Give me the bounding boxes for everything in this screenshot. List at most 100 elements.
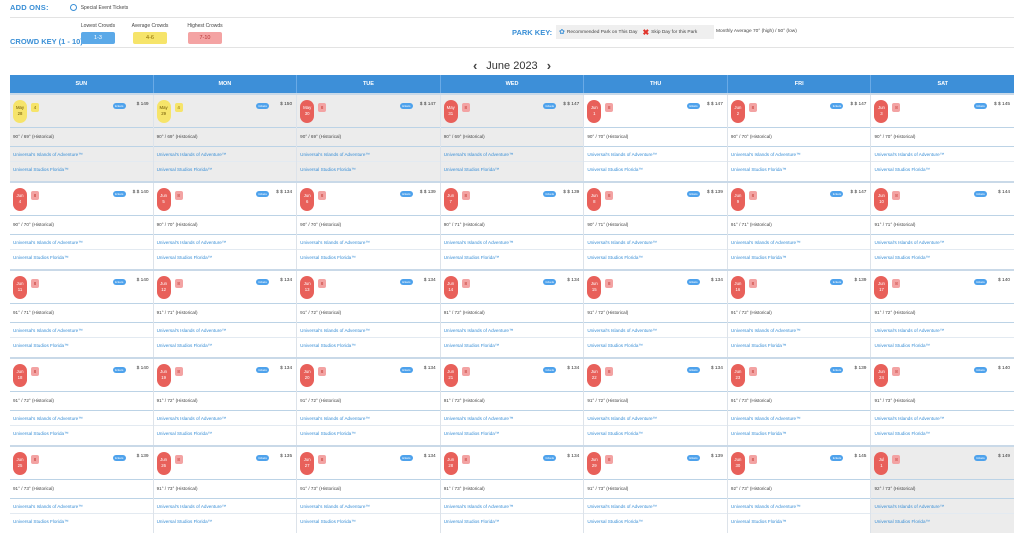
ticket-icon[interactable]: tickets (112, 279, 126, 285)
calendar-day[interactable]: Jun 14 8 tickets $ 134 91° / 72° (Historical)… (440, 271, 585, 357)
calendar-day[interactable]: May 28 4 tickets $ 149 90° / 69° (Historical)… (10, 95, 154, 181)
park-link-studios[interactable]: Universal Studios Florida™ (300, 519, 356, 524)
park-link-islands[interactable]: Universal's Islands of Adventure™ (153, 411, 297, 426)
park-link-islands[interactable]: Universal's Islands of Adventure™ (297, 499, 440, 514)
park-link-studios[interactable]: Universal Studios Florida™ (874, 343, 931, 348)
ticket-icon[interactable]: tickets (256, 191, 270, 197)
ticket-icon[interactable]: tickets (830, 279, 844, 285)
park-link-islands[interactable]: Universal's Islands of Adventure™ (153, 147, 297, 162)
park-link-islands[interactable]: Universal's Islands of Adventure™ (440, 411, 584, 426)
calendar-day[interactable]: Jun 22 8 tickets $ 134 91° / 72° (Historical)… (584, 359, 728, 445)
ticket-icon[interactable]: tickets (830, 367, 844, 373)
park-link-islands[interactable]: Universal's Islands of Adventure™ (727, 499, 871, 514)
park-link-studios[interactable]: Universal Studios Florida™ (156, 255, 213, 260)
park-link-studios[interactable]: Universal Studios Florida™ (300, 167, 356, 172)
park-link-islands[interactable]: Universal's Islands of Adventure™ (727, 147, 871, 162)
park-link-studios[interactable]: Universal Studios Florida™ (587, 431, 643, 436)
ticket-icon[interactable]: tickets (830, 191, 844, 197)
next-month-button[interactable]: › (546, 58, 552, 73)
ticket-icon[interactable]: tickets (112, 455, 126, 461)
calendar-day[interactable]: Jun 23 8 tickets $ 139 91° / 73° (Historical)… (727, 359, 872, 445)
ticket-icon[interactable]: tickets (974, 103, 988, 109)
park-link-islands[interactable]: Universal's Islands of Adventure™ (10, 499, 153, 514)
park-link-islands[interactable]: Universal's Islands of Adventure™ (440, 147, 584, 162)
ticket-icon[interactable]: tickets (256, 455, 270, 461)
calendar-day[interactable]: Jun 9 8 tickets $ $ 147 91° / 71° (Historical… (727, 183, 872, 269)
park-link-studios[interactable]: Universal Studios Florida™ (156, 519, 213, 524)
ticket-icon[interactable]: tickets (830, 455, 844, 461)
park-link-studios[interactable]: Universal Studios Florida™ (730, 255, 787, 260)
park-link-islands[interactable]: Universal's Islands of Adventure™ (440, 499, 584, 514)
park-link-islands[interactable]: Universal's Islands of Adventure™ (153, 323, 297, 338)
ticket-icon[interactable]: tickets (256, 279, 270, 285)
park-link-studios[interactable]: Universal Studios Florida™ (730, 519, 787, 524)
special-event-tickets-label[interactable]: Special Event Tickets (80, 4, 129, 11)
park-link-islands[interactable]: Universal's Islands of Adventure™ (584, 235, 727, 250)
park-link-studios[interactable]: Universal Studios Florida™ (300, 255, 356, 260)
calendar-day[interactable]: Jun 8 8 tickets $ $ 139 90° / 71° (Historical… (584, 183, 728, 269)
park-link-studios[interactable]: Universal Studios Florida™ (874, 255, 931, 260)
calendar-day[interactable]: Jun 21 8 tickets $ 134 91° / 72° (Historical)… (440, 359, 585, 445)
calendar-day[interactable]: May 29 4 tickets $ 150 90° / 69° (Historical)… (153, 95, 298, 181)
park-link-studios[interactable]: Universal Studios Florida™ (13, 255, 69, 260)
park-link-studios[interactable]: Universal Studios Florida™ (156, 431, 213, 436)
calendar-day[interactable]: Jun 4 8 tickets $ $ 140 90° / 70° (Historical… (10, 183, 154, 269)
ticket-icon[interactable]: tickets (399, 455, 413, 461)
park-link-islands[interactable]: Universal's Islands of Adventure™ (10, 411, 153, 426)
park-link-studios[interactable]: Universal Studios Florida™ (587, 343, 643, 348)
ticket-icon[interactable]: tickets (112, 367, 126, 373)
park-link-studios[interactable]: Universal Studios Florida™ (13, 431, 69, 436)
park-link-studios[interactable]: Universal Studios Florida™ (156, 167, 213, 172)
park-link-studios[interactable]: Universal Studios Florida™ (13, 167, 69, 172)
special-event-tickets-radio[interactable] (69, 4, 77, 11)
ticket-icon[interactable]: tickets (686, 455, 700, 461)
ticket-icon[interactable]: tickets (112, 103, 126, 109)
calendar-day[interactable]: Jun 20 8 tickets $ 134 91° / 72° (Historical)… (297, 359, 441, 445)
park-link-islands[interactable]: Universal's Islands of Adventure™ (10, 235, 153, 250)
park-link-islands[interactable]: Universal's Islands of Adventure™ (871, 411, 1015, 426)
calendar-day[interactable]: Jun 15 8 tickets $ 134 91° / 72° (Historical)… (584, 271, 728, 357)
calendar-day[interactable]: Jun 11 8 tickets $ 140 91° / 71° (Historical)… (10, 271, 154, 357)
ticket-icon[interactable]: tickets (686, 367, 700, 373)
ticket-icon[interactable]: tickets (543, 103, 557, 109)
park-link-studios[interactable]: Universal Studios Florida™ (587, 255, 643, 260)
park-link-islands[interactable]: Universal's Islands of Adventure™ (10, 323, 153, 338)
ticket-icon[interactable]: tickets (830, 103, 844, 109)
prev-month-button[interactable]: ‹ (472, 58, 478, 73)
ticket-icon[interactable]: tickets (686, 279, 700, 285)
calendar-day[interactable]: Jun 12 8 tickets $ 134 91° / 71° (Historical)… (153, 271, 298, 357)
park-link-islands[interactable]: Universal's Islands of Adventure™ (584, 323, 727, 338)
calendar-day[interactable]: Jun 28 8 tickets $ 134 91° / 73° (Historical)… (440, 447, 585, 533)
park-link-islands[interactable]: Universal's Islands of Adventure™ (871, 147, 1015, 162)
park-link-islands[interactable]: Universal's Islands of Adventure™ (871, 235, 1015, 250)
park-link-studios[interactable]: Universal Studios Florida™ (730, 343, 787, 348)
calendar-day[interactable]: Jun 2 8 tickets $ $ 147 90° / 70° (Historical… (727, 95, 872, 181)
park-link-islands[interactable]: Universal's Islands of Adventure™ (297, 235, 440, 250)
calendar-day[interactable]: Jun 10 8 tickets $ 144 91° / 71° (Historical)… (871, 183, 1015, 269)
park-link-studios[interactable]: Universal Studios Florida™ (443, 167, 500, 172)
park-link-studios[interactable]: Universal Studios Florida™ (730, 167, 787, 172)
park-link-studios[interactable]: Universal Studios Florida™ (874, 431, 931, 436)
park-link-studios[interactable]: Universal Studios Florida™ (874, 519, 931, 524)
calendar-day[interactable]: Jun 30 8 tickets $ 145 92° / 73° (Historical)… (727, 447, 872, 533)
park-link-studios[interactable]: Universal Studios Florida™ (874, 167, 931, 172)
park-link-islands[interactable]: Universal's Islands of Adventure™ (153, 499, 297, 514)
park-link-islands[interactable]: Universal's Islands of Adventure™ (440, 235, 584, 250)
park-link-studios[interactable]: Universal Studios Florida™ (13, 519, 69, 524)
park-link-islands[interactable]: Universal's Islands of Adventure™ (297, 147, 440, 162)
park-link-islands[interactable]: Universal's Islands of Adventure™ (440, 323, 584, 338)
ticket-icon[interactable]: tickets (974, 191, 988, 197)
ticket-icon[interactable]: tickets (399, 103, 413, 109)
calendar-day[interactable]: Jun 17 8 tickets $ 140 91° / 72° (Historical)… (871, 271, 1015, 357)
park-link-islands[interactable]: Universal's Islands of Adventure™ (727, 323, 871, 338)
park-link-studios[interactable]: Universal Studios Florida™ (300, 343, 356, 348)
calendar-day[interactable]: Jun 27 8 tickets $ 134 91° / 73° (Historical)… (297, 447, 441, 533)
calendar-day[interactable]: Jun 6 8 tickets $ $ 139 90° / 70° (Historical… (297, 183, 441, 269)
park-link-studios[interactable]: Universal Studios Florida™ (443, 519, 500, 524)
ticket-icon[interactable]: tickets (686, 191, 700, 197)
park-link-studios[interactable]: Universal Studios Florida™ (156, 343, 213, 348)
ticket-icon[interactable]: tickets (399, 367, 413, 373)
ticket-icon[interactable]: tickets (256, 103, 270, 109)
calendar-day[interactable]: Jun 13 8 tickets $ 134 91° / 72° (Historical)… (297, 271, 441, 357)
park-link-studios[interactable]: Universal Studios Florida™ (730, 431, 787, 436)
